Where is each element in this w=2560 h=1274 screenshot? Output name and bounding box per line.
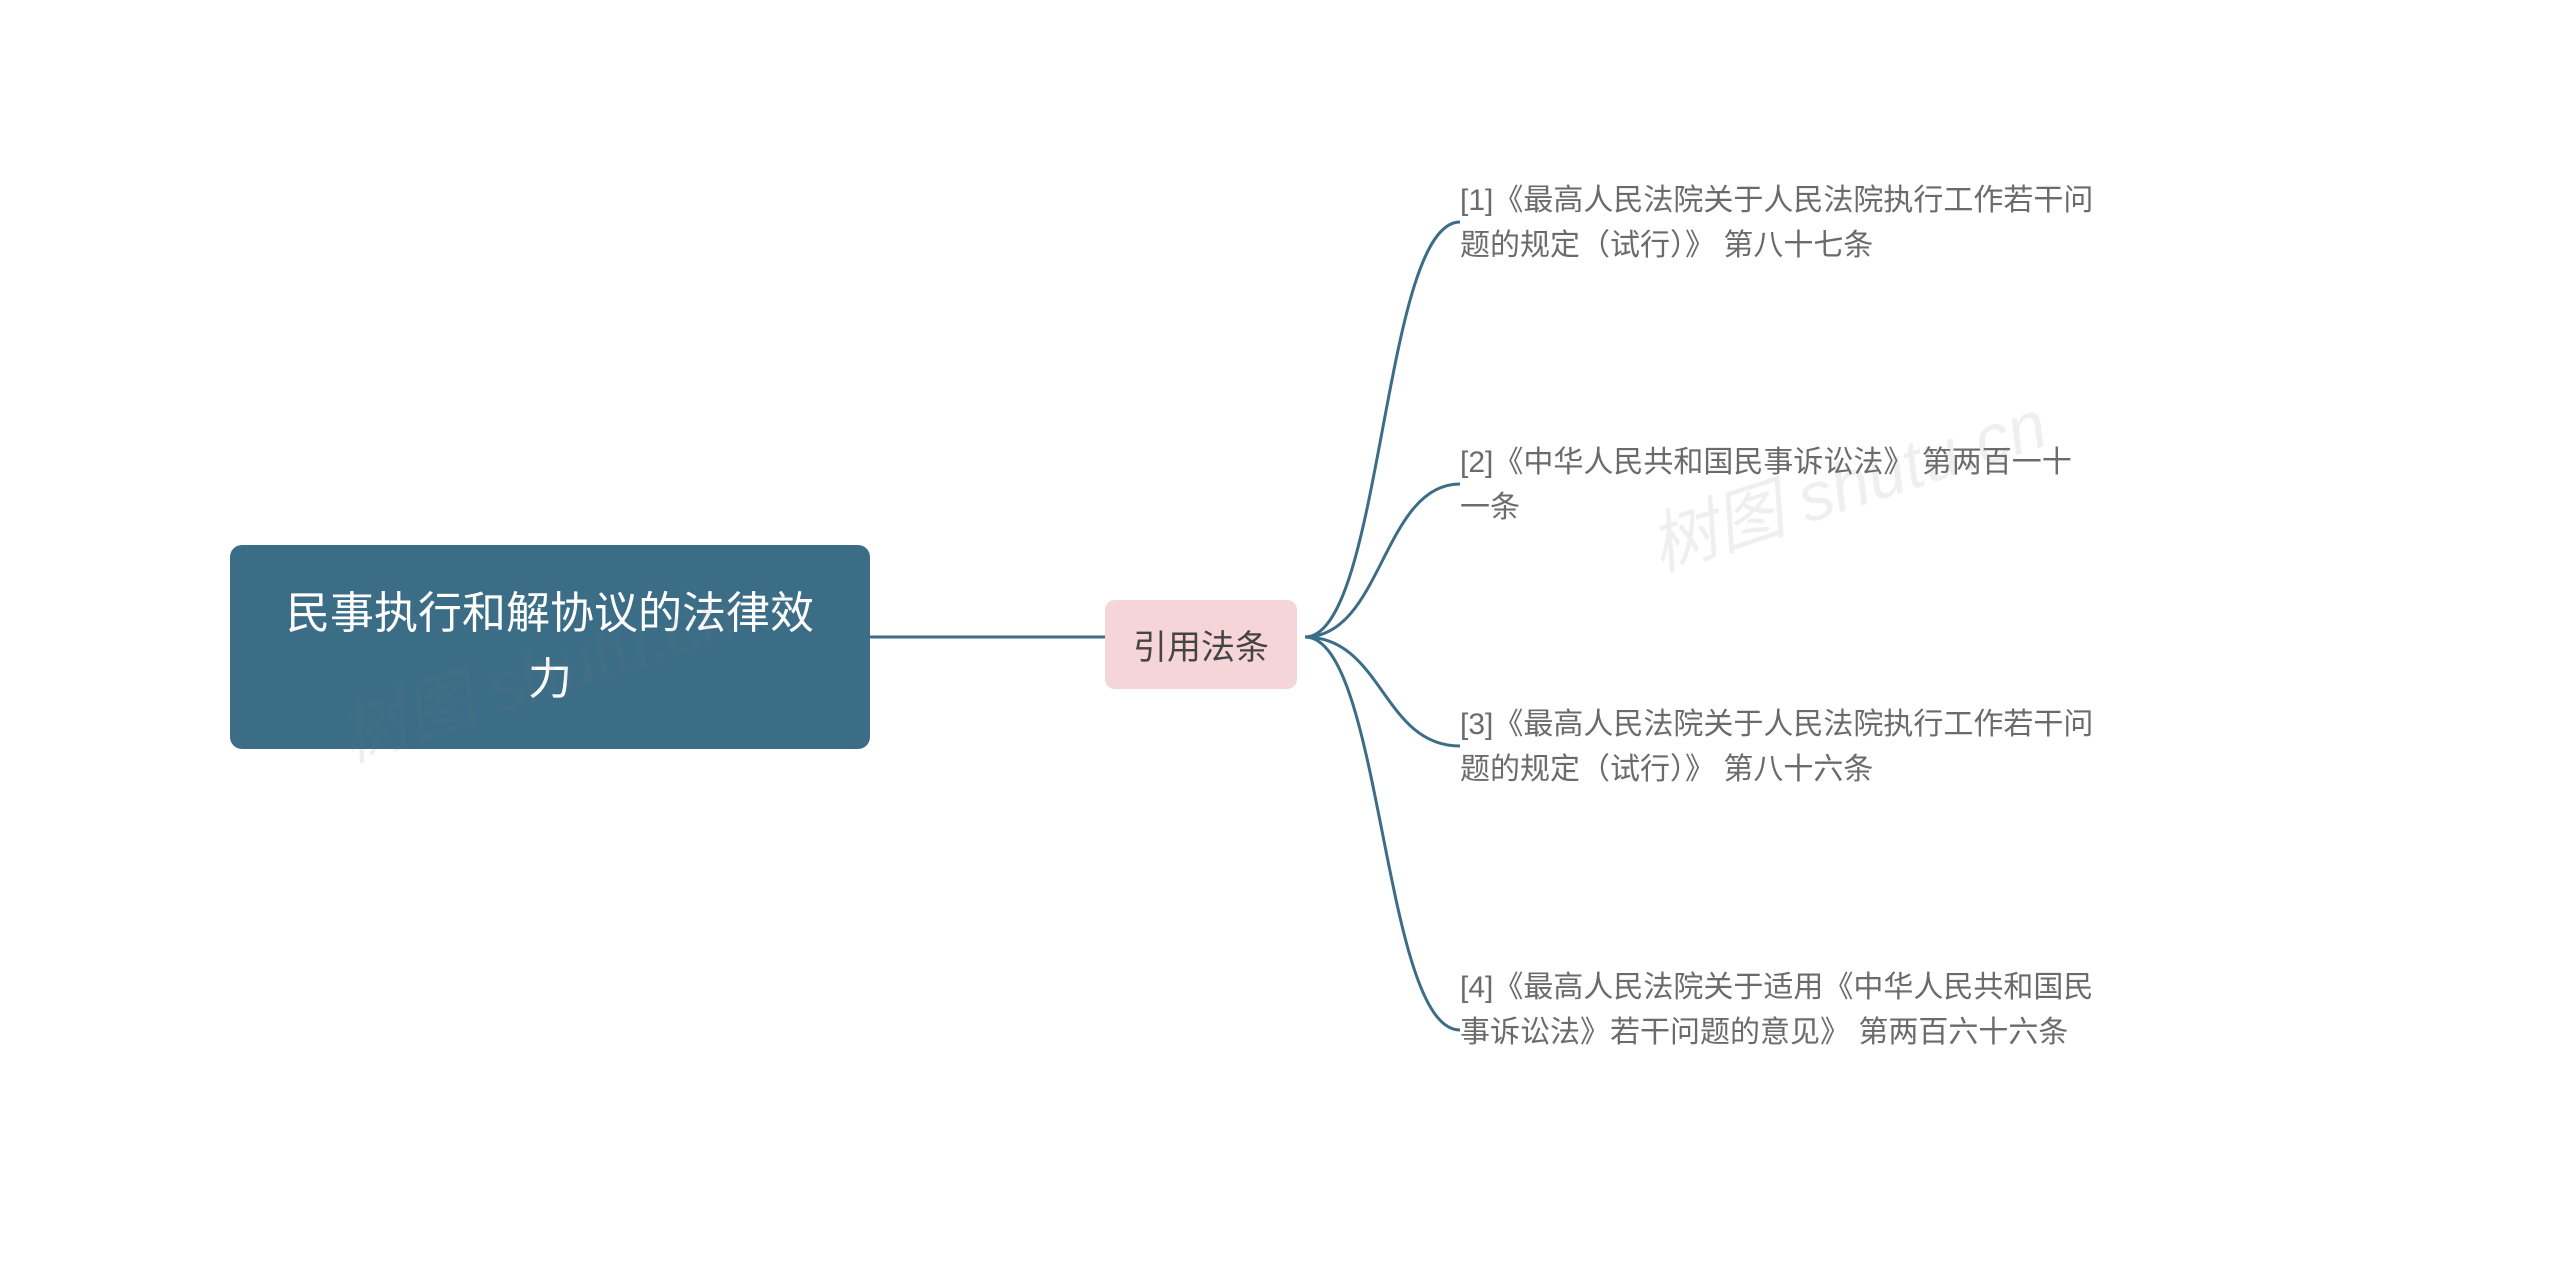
branch-label: 引用法条 <box>1133 629 1269 667</box>
leaf-node[interactable]: [1]《最高人民法院关于人民法院执行工作若干问题的规定（试行）》 第八十七条 <box>1460 178 2100 268</box>
mindmap-canvas: 民事执行和解协议的法律效力 引用法条 [1]《最高人民法院关于人民法院执行工作若… <box>0 0 2560 1274</box>
leaf-node[interactable]: [2]《中华人民共和国民事诉讼法》 第两百一十一条 <box>1460 440 2100 530</box>
leaf-label: [2]《中华人民共和国民事诉讼法》 第两百一十一条 <box>1460 446 2072 524</box>
leaf-node[interactable]: [3]《最高人民法院关于人民法院执行工作若干问题的规定（试行）》 第八十六条 <box>1460 702 2100 792</box>
leaf-node[interactable]: [4]《最高人民法院关于适用《中华人民共和国民事诉讼法》若干问题的意见》 第两百… <box>1460 965 2100 1055</box>
branch-node[interactable]: 引用法条 <box>1105 600 1297 689</box>
leaf-label: [4]《最高人民法院关于适用《中华人民共和国民事诉讼法》若干问题的意见》 第两百… <box>1460 971 2093 1049</box>
root-node[interactable]: 民事执行和解协议的法律效力 <box>230 545 870 749</box>
root-label: 民事执行和解协议的法律效力 <box>286 589 814 704</box>
leaf-label: [1]《最高人民法院关于人民法院执行工作若干问题的规定（试行）》 第八十七条 <box>1460 184 2093 262</box>
leaf-label: [3]《最高人民法院关于人民法院执行工作若干问题的规定（试行）》 第八十六条 <box>1460 708 2093 786</box>
